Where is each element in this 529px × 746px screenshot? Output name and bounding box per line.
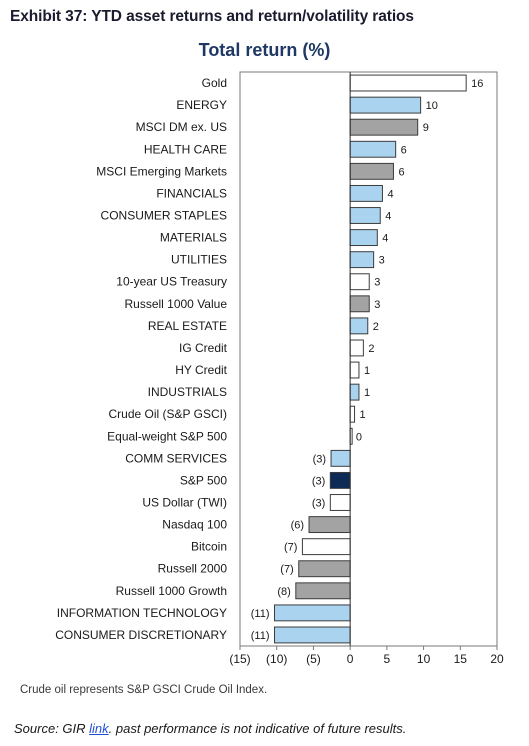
category-label-utilities: UTILITIES xyxy=(171,253,227,267)
category-label-10-year-us-treasury: 10-year US Treasury xyxy=(116,275,227,289)
x-tick-label: (10) xyxy=(266,652,287,666)
category-label-bitcoin: Bitcoin xyxy=(191,540,227,554)
category-label-comm-services: COMM SERVICES xyxy=(125,451,227,465)
data-label-10-year-us-treasury: 3 xyxy=(374,277,380,289)
bar-ig-credit xyxy=(349,339,364,357)
data-label-utilities: 3 xyxy=(379,255,385,267)
x-tick-label: 0 xyxy=(347,652,354,666)
category-label-materials: MATERIALS xyxy=(160,231,227,245)
category-label-information-technology: INFORMATION TECHNOLOGY xyxy=(57,606,227,620)
x-tick-label: 20 xyxy=(490,652,504,666)
bar-msci-emerging-markets xyxy=(349,162,394,180)
bar-industrials xyxy=(349,383,360,401)
data-label-materials: 4 xyxy=(382,233,388,245)
x-tick-label: 10 xyxy=(417,652,431,666)
data-label-hy-credit: 1 xyxy=(364,365,370,377)
data-label-russell-1000-growth: (8) xyxy=(277,586,290,598)
data-label-comm-services: (3) xyxy=(313,453,326,465)
data-label-bitcoin: (7) xyxy=(284,542,297,554)
data-label-consumer-discretionary: (11) xyxy=(251,630,270,642)
bar-real-estate xyxy=(349,317,369,335)
exhibit-title: Exhibit 37: YTD asset returns and return… xyxy=(10,8,414,25)
data-label-ig-credit: 2 xyxy=(368,343,374,355)
bar-s-p-500 xyxy=(329,471,351,489)
source-prefix: Source: GIR xyxy=(14,721,90,736)
x-tick-label: 5 xyxy=(384,652,391,666)
bar-information-technology xyxy=(274,604,351,622)
plot-frame xyxy=(239,71,498,647)
category-label-hy-credit: HY Credit xyxy=(175,363,227,377)
bar-russell-1000-growth xyxy=(295,582,351,600)
data-label-russell-1000-value: 3 xyxy=(374,299,380,311)
bar-russell-1000-value xyxy=(349,295,370,313)
data-label-health-care: 6 xyxy=(401,144,407,156)
footnote: Crude oil represents S&P GSCI Crude Oil … xyxy=(20,684,268,696)
bar-hy-credit xyxy=(349,361,360,379)
bar-gold xyxy=(349,74,467,92)
bars xyxy=(274,74,467,644)
bar-energy xyxy=(349,96,422,114)
chart-title: Total return (%) xyxy=(198,40,331,60)
data-label-industrials: 1 xyxy=(364,387,370,399)
category-label-ig-credit: IG Credit xyxy=(179,341,228,355)
bar-nasdaq-100 xyxy=(308,516,351,534)
data-label-equal-weight-s-p-500: 0 xyxy=(356,431,362,443)
category-label-health-care: HEALTH CARE xyxy=(144,142,227,156)
bar-bitcoin xyxy=(301,538,351,556)
category-label-msci-emerging-markets: MSCI Emerging Markets xyxy=(96,164,227,178)
data-label-nasdaq-100: (6) xyxy=(291,520,304,532)
x-tick-label: (5) xyxy=(306,652,321,666)
category-label-russell-1000-growth: Russell 1000 Growth xyxy=(116,584,227,598)
data-label-financials: 4 xyxy=(387,188,393,200)
data-label-crude-oil-s-p-gsci: 1 xyxy=(360,409,366,421)
category-label-real-estate: REAL ESTATE xyxy=(148,319,227,333)
data-label-real-estate: 2 xyxy=(373,321,379,333)
data-label-msci-emerging-markets: 6 xyxy=(398,166,404,178)
data-label-information-technology: (11) xyxy=(251,608,270,620)
data-label-gold: 16 xyxy=(471,78,483,90)
bar-msci-dm-ex-us xyxy=(349,118,419,136)
category-label-gold: Gold xyxy=(202,76,227,90)
bar-comm-services xyxy=(330,449,351,467)
category-label-equal-weight-s-p-500: Equal-weight S&P 500 xyxy=(107,429,227,443)
data-label-s-p-500: (3) xyxy=(312,475,325,487)
data-labels: 1610966444333221110(3)(3)(3)(6)(7)(7)(8)… xyxy=(251,78,484,642)
category-label-energy: ENERGY xyxy=(176,98,227,112)
source-note: Source: GIR link. past performance is no… xyxy=(14,721,406,736)
bar-health-care xyxy=(349,140,397,158)
category-label-msci-dm-ex-us: MSCI DM ex. US xyxy=(136,120,227,134)
category-label-consumer-staples: CONSUMER STAPLES xyxy=(101,209,227,223)
data-label-msci-dm-ex-us: 9 xyxy=(423,122,429,134)
category-label-nasdaq-100: Nasdaq 100 xyxy=(162,518,227,532)
category-label-consumer-discretionary: CONSUMER DISCRETIONARY xyxy=(55,628,227,642)
source-link[interactable]: link xyxy=(89,721,109,736)
bar-consumer-staples xyxy=(349,207,381,224)
bar-consumer-discretionary xyxy=(274,626,351,644)
bar-crude-oil-s-p-gsci xyxy=(349,405,356,423)
x-tick-label: 15 xyxy=(454,652,468,666)
category-label-us-dollar-twi: US Dollar (TWI) xyxy=(142,496,227,510)
category-label-russell-1000-value: Russell 1000 Value xyxy=(124,297,227,311)
data-label-russell-2000: (7) xyxy=(280,564,293,576)
bar-10-year-us-treasury xyxy=(349,273,370,291)
category-labels: Gold ENERGY MSCI DM ex. US HEALTH CARE MSCI … xyxy=(55,76,227,642)
category-label-crude-oil-s-p-gsci: Crude Oil (S&P GSCI) xyxy=(109,407,227,421)
bar-russell-2000 xyxy=(298,560,351,578)
bar-materials xyxy=(349,229,378,247)
category-label-russell-2000: Russell 2000 xyxy=(158,562,228,576)
data-label-energy: 10 xyxy=(426,100,438,112)
bar-utilities xyxy=(349,251,375,269)
axes: (15) (10) (5) 0 5 10 15 20 xyxy=(229,71,504,666)
bar-us-dollar-twi xyxy=(329,494,351,511)
x-tick-label: (15) xyxy=(229,652,250,666)
bar-financials xyxy=(349,184,383,202)
category-label-industrials: INDUSTRIALS xyxy=(148,385,227,399)
category-label-s-p-500: S&P 500 xyxy=(180,473,227,487)
data-label-consumer-staples: 4 xyxy=(385,211,391,223)
data-label-us-dollar-twi: (3) xyxy=(312,498,325,510)
category-label-financials: FINANCIALS xyxy=(156,186,227,200)
source-suffix: . past performance is not indicative of … xyxy=(108,721,407,736)
